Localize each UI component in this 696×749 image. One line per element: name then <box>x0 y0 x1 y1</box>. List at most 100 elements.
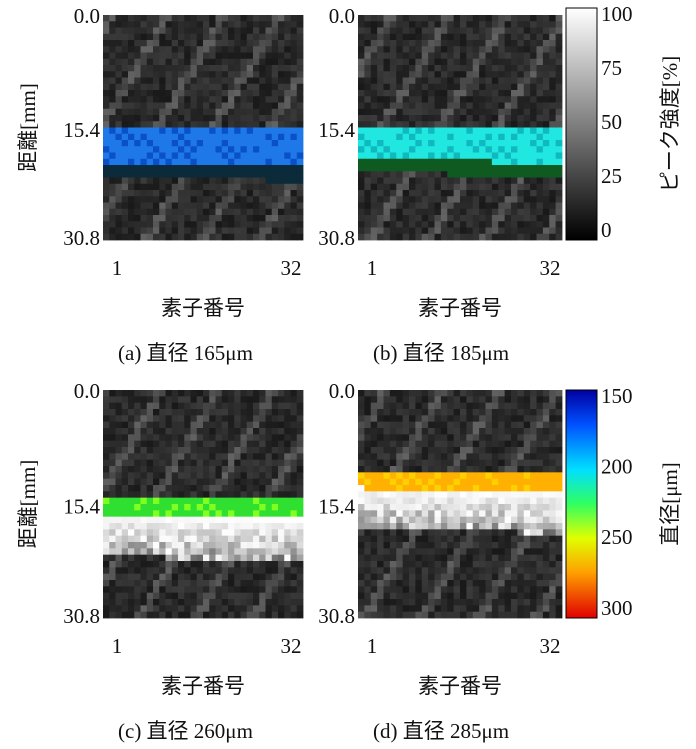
heatmap-cell <box>364 59 371 66</box>
heatmap-cell <box>390 134 397 141</box>
heatmap-cell <box>222 21 229 28</box>
heatmap-cell <box>216 523 223 530</box>
heatmap-cell <box>128 422 135 429</box>
heatmap-cell <box>441 234 448 241</box>
heatmap-cell <box>234 612 241 619</box>
heatmap-cell <box>297 46 304 53</box>
heatmap-cell <box>159 409 166 416</box>
heatmap-cell <box>191 53 198 60</box>
heatmap-cell <box>428 103 435 110</box>
heatmap-cell <box>278 555 285 562</box>
heatmap-cell <box>272 96 279 103</box>
heatmap-cell <box>498 580 505 587</box>
heatmap-cell <box>396 485 403 492</box>
heatmap-cell <box>278 146 285 153</box>
heatmap-cell <box>297 390 304 397</box>
heatmap-cell <box>371 40 378 47</box>
heatmap-cell <box>384 403 391 410</box>
heatmap-cell <box>422 555 429 562</box>
heatmap-cell <box>498 529 505 536</box>
heatmap-cell <box>358 422 365 429</box>
heatmap-cell <box>403 65 410 72</box>
heatmap-cell <box>358 209 365 216</box>
heatmap-cell <box>284 140 291 147</box>
heatmap-cell <box>537 134 544 141</box>
heatmap-cell <box>479 460 486 467</box>
heatmap-cell <box>364 434 371 441</box>
heatmap-cell <box>159 165 166 172</box>
heatmap-cell <box>228 580 235 587</box>
heatmap-cell <box>128 498 135 505</box>
heatmap-cell <box>247 548 254 555</box>
heatmap-cell <box>241 548 248 555</box>
heatmap-cell <box>409 196 416 203</box>
heatmap-cell <box>141 59 148 66</box>
heatmap-cell <box>428 415 435 422</box>
heatmap-cell <box>197 498 204 505</box>
heatmap-cell <box>422 434 429 441</box>
heatmap-cell <box>247 447 254 454</box>
heatmap-cell <box>505 542 512 549</box>
y-tick-label: 0.0 <box>329 379 355 403</box>
heatmap-cell <box>172 84 179 91</box>
heatmap-cell <box>266 593 273 600</box>
heatmap-cell <box>498 466 505 473</box>
heatmap-cell <box>384 159 391 166</box>
heatmap-cell <box>384 580 391 587</box>
heatmap-cell <box>166 21 173 28</box>
heatmap-cell <box>549 453 556 460</box>
heatmap-cell <box>172 184 179 191</box>
heatmap-cell <box>109 140 116 147</box>
heatmap-cell <box>222 159 229 166</box>
heatmap-cell <box>428 428 435 435</box>
heatmap-cell <box>141 422 148 429</box>
heatmap-cell <box>172 510 179 517</box>
heatmap-cell <box>166 121 173 128</box>
heatmap-cell <box>134 504 141 511</box>
heatmap-cell <box>435 65 442 72</box>
heatmap-cell <box>259 165 266 172</box>
heatmap-cell <box>216 466 223 473</box>
heatmap-cell <box>203 121 210 128</box>
heatmap-cell <box>492 599 499 606</box>
heatmap-cell <box>128 434 135 441</box>
heatmap-cell <box>159 460 166 467</box>
heatmap-cell <box>364 561 371 568</box>
heatmap-cell <box>511 529 518 536</box>
heatmap-cell <box>549 580 556 587</box>
heatmap-cell <box>272 178 279 185</box>
heatmap-cell <box>159 415 166 422</box>
heatmap-cell <box>364 548 371 555</box>
heatmap-cell <box>184 561 191 568</box>
heatmap-cell <box>530 84 537 91</box>
heatmap-cell <box>511 580 518 587</box>
heatmap-cell <box>184 134 191 141</box>
heatmap-cell <box>234 96 241 103</box>
heatmap-cell <box>103 403 110 410</box>
heatmap-cell <box>222 504 229 511</box>
heatmap-cell <box>517 90 524 97</box>
heatmap-cell <box>291 90 298 97</box>
heatmap-cell <box>441 460 448 467</box>
heatmap-cell <box>537 234 544 241</box>
heatmap-cell <box>253 460 260 467</box>
heatmap-cell <box>253 498 260 505</box>
heatmap-cell <box>556 140 563 147</box>
heatmap-cell <box>234 453 241 460</box>
heatmap-cell <box>549 593 556 600</box>
heatmap-cell <box>428 466 435 473</box>
heatmap-cell <box>403 71 410 78</box>
heatmap-cell <box>278 184 285 191</box>
heatmap-cell <box>530 128 537 135</box>
heatmap-cell <box>415 510 422 517</box>
heatmap-cell <box>284 103 291 110</box>
heatmap-cell <box>428 153 435 160</box>
heatmap-cell <box>415 28 422 35</box>
heatmap-cell <box>247 171 254 178</box>
heatmap-cell <box>517 40 524 47</box>
heatmap-cell <box>460 434 467 441</box>
heatmap-cell <box>209 28 216 35</box>
heatmap-cell <box>415 599 422 606</box>
heatmap-cell <box>228 460 235 467</box>
heatmap-cell <box>166 165 173 172</box>
